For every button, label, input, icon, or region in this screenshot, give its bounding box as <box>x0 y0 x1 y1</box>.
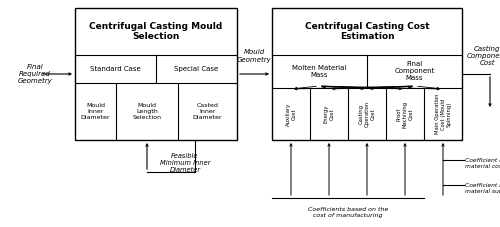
Text: Casted
Inner
Diameter: Casted Inner Diameter <box>193 103 222 120</box>
Text: Proof
Machining
Cost: Proof Machining Cost <box>396 100 413 128</box>
Text: Casting
Component
Cost: Casting Component Cost <box>467 46 500 66</box>
Text: Centrifugal Casting Cost
Estimation: Centrifugal Casting Cost Estimation <box>304 22 430 41</box>
Text: Coefficients based on the
cost of manufacturing: Coefficients based on the cost of manufa… <box>308 207 388 218</box>
Text: Standard Case: Standard Case <box>90 66 141 72</box>
Text: Energy
Cost: Energy Cost <box>324 105 334 123</box>
Text: Coefficient based on
material cost: Coefficient based on material cost <box>465 158 500 169</box>
Text: Centrifugal Casting Mould
Selection: Centrifugal Casting Mould Selection <box>90 22 222 41</box>
Bar <box>272 8 462 140</box>
Text: Molten Material
Mass: Molten Material Mass <box>292 65 346 78</box>
Text: Final
Component
Mass: Final Component Mass <box>394 62 434 81</box>
Text: Final
Required
Geometry: Final Required Geometry <box>18 64 52 84</box>
Text: Special Case: Special Case <box>174 66 218 72</box>
Bar <box>75 8 237 140</box>
Text: Feasible
Minimum Inner
Diameter: Feasible Minimum Inner Diameter <box>160 153 210 173</box>
Text: Mould
Length
Selection: Mould Length Selection <box>132 103 162 120</box>
Text: Casting
Operation
Cost: Casting Operation Cost <box>358 101 376 127</box>
Text: Main Operation
Cost (Mould
Spinning): Main Operation Cost (Mould Spinning) <box>434 94 452 134</box>
Text: Mould
Geometry: Mould Geometry <box>236 49 272 63</box>
Text: Auxiliary
Cost: Auxiliary Cost <box>286 102 296 126</box>
Text: Mould
Inner
Diameter: Mould Inner Diameter <box>81 103 110 120</box>
Text: Coefficient based on
material surcharge: Coefficient based on material surcharge <box>465 183 500 194</box>
